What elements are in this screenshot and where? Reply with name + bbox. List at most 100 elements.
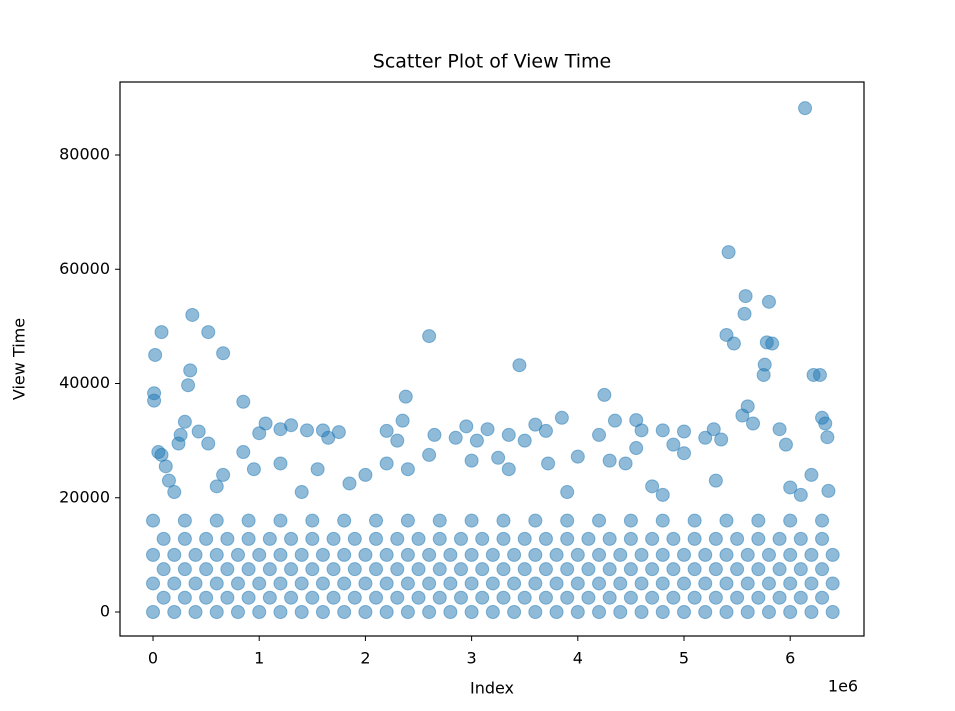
point — [273, 576, 288, 591]
point — [369, 590, 384, 605]
point — [379, 456, 394, 471]
point — [464, 513, 479, 528]
points — [146, 101, 840, 620]
y-tick-label: 60000 — [59, 259, 110, 278]
point — [783, 605, 798, 620]
point — [305, 590, 320, 605]
point — [390, 531, 405, 546]
point — [156, 531, 171, 546]
point — [432, 513, 447, 528]
point — [687, 590, 702, 605]
point — [592, 576, 607, 591]
point — [422, 329, 437, 344]
point — [783, 547, 798, 562]
point — [761, 547, 776, 562]
x-tick-label: 3 — [467, 649, 477, 668]
point — [778, 437, 793, 452]
point — [258, 416, 273, 431]
point — [167, 576, 182, 591]
point — [241, 590, 256, 605]
point — [634, 605, 649, 620]
point — [453, 531, 468, 546]
point — [815, 590, 830, 605]
point — [300, 423, 315, 438]
point — [347, 562, 362, 577]
point — [284, 590, 299, 605]
x-tick-label: 6 — [785, 649, 795, 668]
point — [390, 590, 405, 605]
point — [177, 562, 192, 577]
point — [772, 422, 787, 437]
point — [666, 437, 681, 452]
point — [812, 367, 827, 382]
point — [475, 562, 490, 577]
point — [592, 547, 607, 562]
point — [517, 531, 532, 546]
point — [209, 479, 224, 494]
point — [496, 513, 511, 528]
point — [666, 562, 681, 577]
point — [507, 605, 522, 620]
point — [358, 467, 373, 482]
point — [422, 547, 437, 562]
point — [730, 562, 745, 577]
point — [501, 427, 516, 442]
point — [216, 346, 231, 361]
point — [411, 531, 426, 546]
point — [538, 423, 553, 438]
point — [464, 547, 479, 562]
point — [708, 531, 723, 546]
point — [804, 547, 819, 562]
point — [793, 487, 808, 502]
point — [464, 576, 479, 591]
point — [645, 562, 660, 577]
point — [491, 450, 506, 465]
point — [740, 576, 755, 591]
x-tick-label: 1 — [254, 649, 264, 668]
point — [485, 547, 500, 562]
point — [379, 423, 394, 438]
point — [528, 513, 543, 528]
point — [570, 576, 585, 591]
point — [655, 576, 670, 591]
point — [607, 413, 622, 428]
point — [538, 562, 553, 577]
point — [613, 576, 628, 591]
point — [820, 430, 835, 445]
point — [177, 513, 192, 528]
point — [284, 531, 299, 546]
point — [158, 459, 173, 474]
point — [581, 590, 596, 605]
point — [496, 590, 511, 605]
point — [173, 427, 188, 442]
point — [201, 436, 216, 451]
point — [517, 590, 532, 605]
point — [485, 605, 500, 620]
point — [570, 449, 585, 464]
point — [273, 513, 288, 528]
point — [183, 363, 198, 378]
point — [677, 605, 691, 620]
point — [305, 513, 320, 528]
point — [188, 576, 203, 591]
point — [230, 605, 245, 620]
point — [337, 576, 352, 591]
point — [209, 576, 224, 591]
point — [432, 590, 447, 605]
point — [793, 590, 808, 605]
point — [216, 467, 231, 482]
point — [156, 590, 171, 605]
y-tick-label: 40000 — [59, 373, 110, 392]
point — [634, 547, 649, 562]
point — [453, 590, 468, 605]
point — [252, 605, 267, 620]
point — [677, 424, 691, 439]
point — [146, 605, 161, 620]
y-tick-label: 0 — [100, 602, 110, 621]
point — [698, 547, 713, 562]
point — [236, 394, 251, 409]
point — [560, 531, 575, 546]
point — [677, 576, 691, 591]
point — [496, 531, 511, 546]
